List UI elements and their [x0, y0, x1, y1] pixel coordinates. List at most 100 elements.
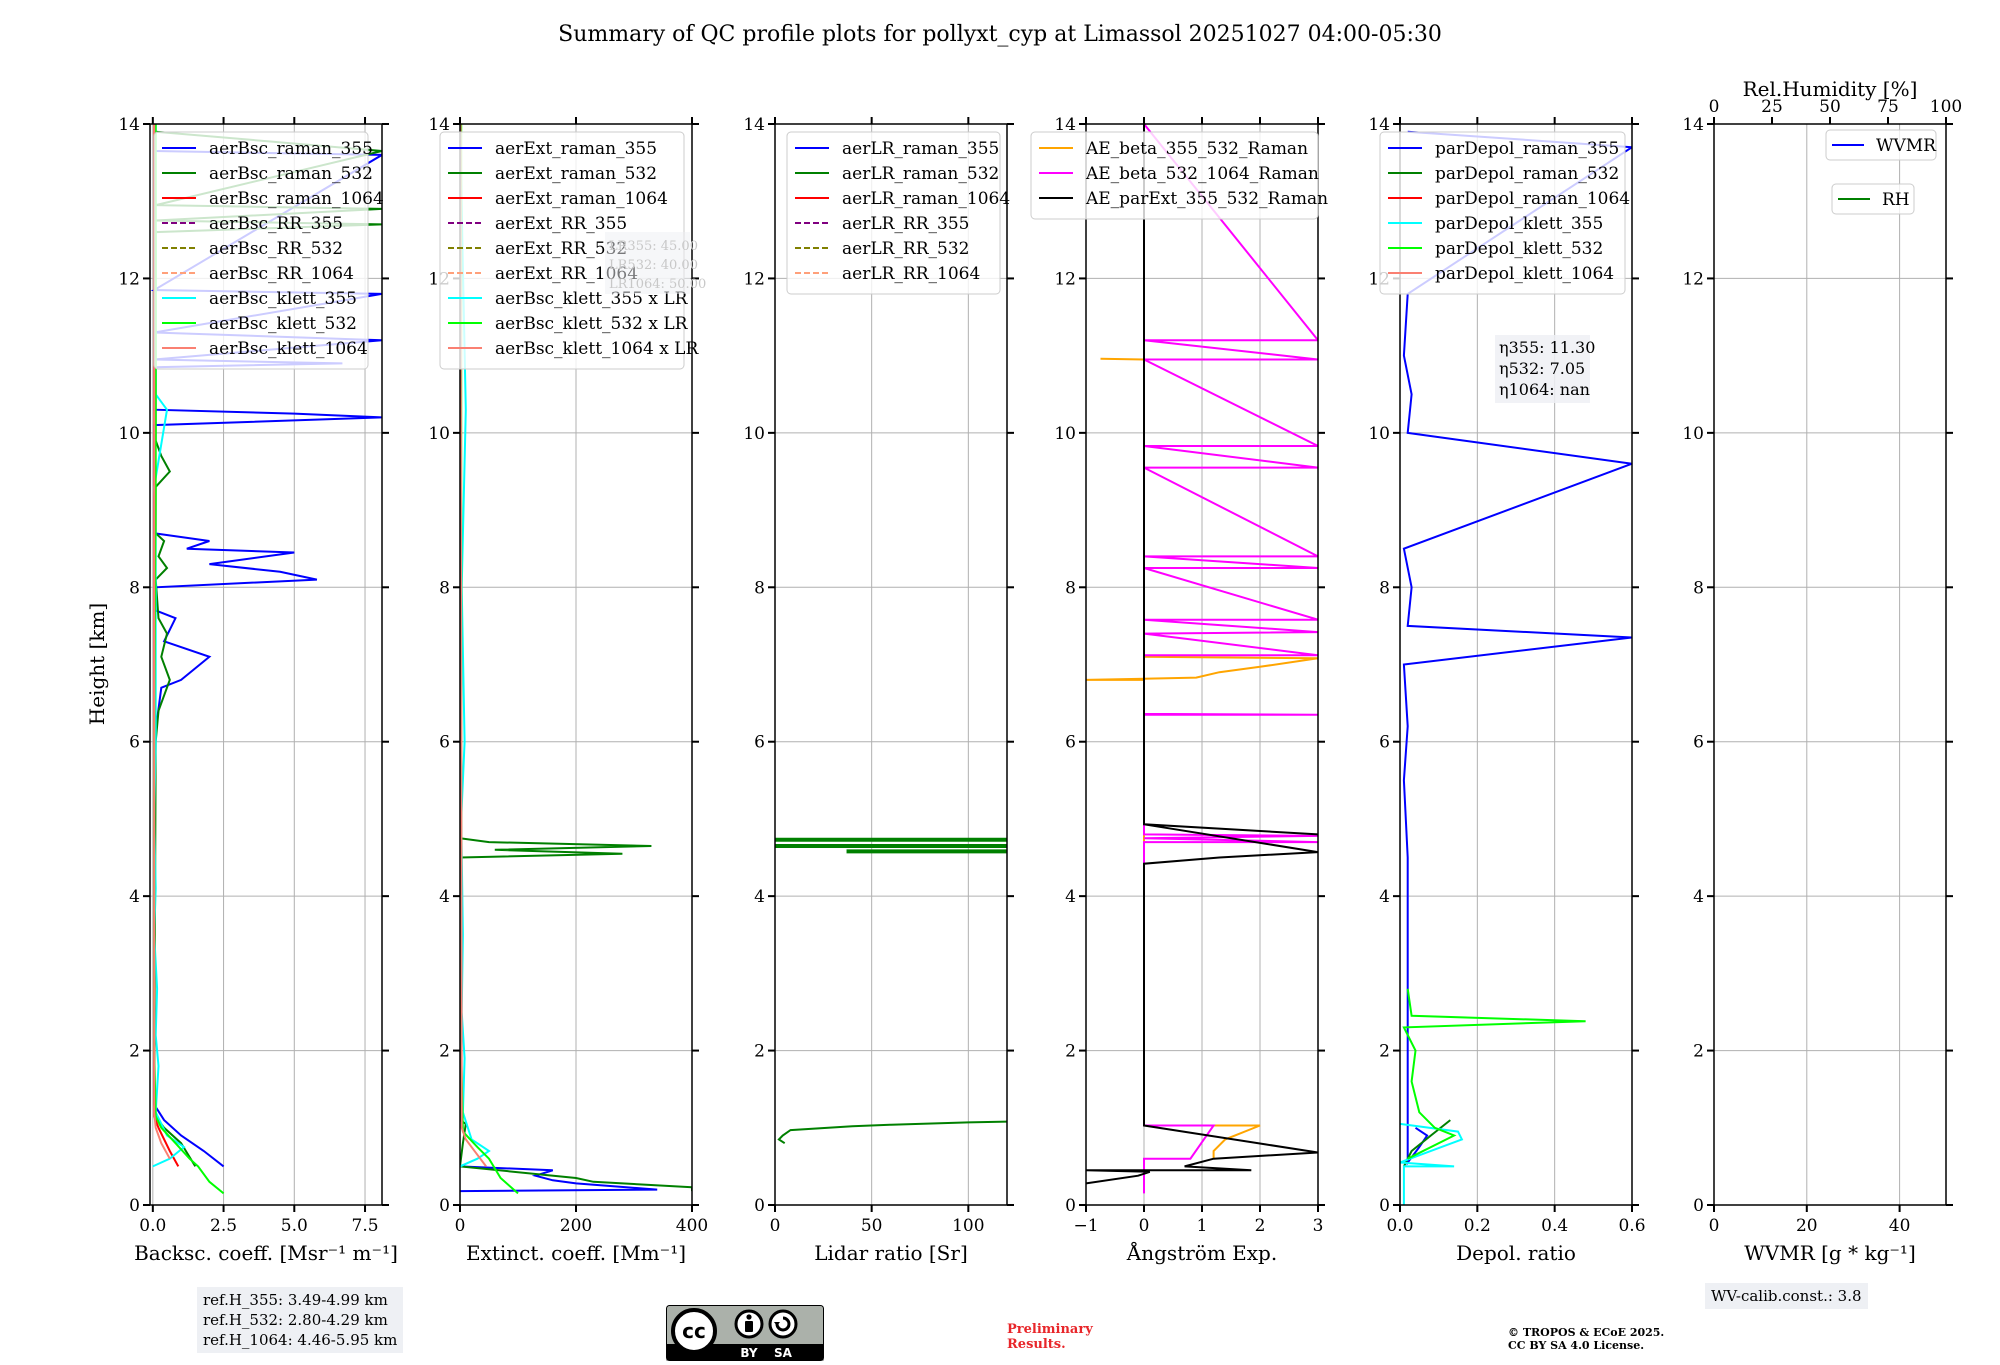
legend-label: aerLR_RR_355 — [842, 214, 969, 234]
cc-license-logo: cc BY SA — [666, 1305, 824, 1365]
panel-backscatter: 0 2 4 6 8 10 12 14 0.0 2.5 5.0 7.5 Backsc. coeff. [M… — [118, 115, 398, 1265]
x-tick-label: 40 — [1889, 1216, 1911, 1236]
y-tick-label: 2 — [1065, 1042, 1076, 1062]
legend-box — [153, 131, 369, 370]
y-tick-label: 10 — [1682, 424, 1704, 444]
y-tick-label: 8 — [439, 578, 450, 598]
y-tick-label: 2 — [439, 1042, 450, 1062]
x-tick-label: 0 — [770, 1216, 781, 1236]
y-tick-label: 6 — [439, 733, 450, 753]
x2-tick-label: 25 — [1761, 97, 1783, 117]
annotation-line: LR1064: 50.00 — [609, 277, 706, 292]
series-line-parDepol_klett_355 — [1400, 1122, 1464, 1205]
series-line-aerLR_raman_532 — [777, 1120, 1007, 1145]
legend: aerLR_raman_355 aerLR_raman_532 aerLR_rama… — [786, 131, 1010, 295]
legend: aerBsc_raman_355 aerBsc_raman_532 aerBsc_r… — [153, 131, 384, 370]
copyright-line-2: CC BY SA 4.0 License. — [1508, 1339, 1645, 1352]
y-tick-label: 8 — [1379, 578, 1390, 598]
cc-circle-icon — [671, 1308, 717, 1354]
y-tick-label: 14 — [1368, 115, 1390, 135]
x-axis-label: Backsc. coeff. [Msr⁻¹ m⁻¹] — [134, 1241, 398, 1265]
series-line-AE_beta_355_532_Raman — [1086, 357, 1318, 1159]
copyright-line-1: © TROPOS & ECoE 2025. — [1508, 1326, 1665, 1339]
reference-heights-box: ref.H_355: 3.49-4.99 km ref.H_532: 2.80-… — [197, 1287, 404, 1353]
y-tick-label: 12 — [743, 269, 765, 289]
y-axis-label: Height [km] — [85, 603, 109, 725]
x-axis-label: Depol. ratio — [1456, 1241, 1576, 1265]
y-tick-label: 0 — [439, 1196, 450, 1216]
legend-label: aerExt_raman_355 — [495, 139, 657, 159]
legend-label: aerLR_RR_1064 — [842, 264, 980, 284]
legend-label: aerExt_RR_532 — [495, 239, 627, 259]
series-line-aerExt_raman_532 — [460, 124, 692, 1192]
y-tick-label: 10 — [1368, 424, 1390, 444]
x-axis-label: WVMR [g * kg⁻¹] — [1744, 1241, 1916, 1265]
legend-box — [1831, 183, 1915, 215]
y-tick-label: 8 — [1065, 578, 1076, 598]
legend: aerExt_raman_355 aerExt_raman_532 aerExt_r… — [439, 131, 699, 370]
y-tick-label: 6 — [1693, 733, 1704, 753]
axes-frame — [774, 123, 1008, 1206]
prelim-line-2: Results. — [1007, 1337, 1066, 1352]
legend-label: aerLR_raman_1064 — [842, 189, 1010, 209]
panel-lidar_ratio: 0 2 4 6 8 10 12 14 0 50 100 Lidar ratio [Sr] aerLR_r… — [743, 115, 1014, 1265]
legend-label: aerExt_raman_532 — [495, 164, 657, 184]
x-tick-label: 2 — [1255, 1216, 1266, 1236]
y-tick-label: 0 — [754, 1196, 765, 1216]
x2-axis-label: Rel.Humidity [%] — [1743, 77, 1918, 101]
x-tick-label: 1 — [1197, 1216, 1208, 1236]
legend-label: aerBsc_klett_355 — [209, 289, 357, 309]
y-tick-label: 4 — [439, 887, 450, 907]
x-tick-label: 100 — [952, 1216, 984, 1236]
annotation-box: LR355: 45.00 LR532: 40.00 LR1064: 50.00 — [605, 232, 706, 294]
x-axis-label: Lidar ratio [Sr] — [814, 1241, 968, 1265]
x-tick-label: 0 — [1139, 1216, 1150, 1236]
legend-label: aerLR_raman_532 — [842, 164, 999, 184]
cc-label: cc — [682, 1319, 706, 1343]
x2-tick-label: 50 — [1819, 97, 1841, 117]
series-group — [775, 837, 1007, 1145]
legend-label: aerBsc_klett_532 — [209, 314, 357, 334]
y-tick-label: 14 — [743, 115, 765, 135]
legend-label: aerBsc_raman_355 — [209, 139, 373, 159]
legend-box — [1030, 131, 1319, 220]
copyright-note: © TROPOS & ECoE 2025. CC BY SA 4.0 Licen… — [1508, 1326, 1664, 1352]
x2-tick-label: 0 — [1709, 97, 1720, 117]
wv-calib-const: WV-calib.const.: 3.8 — [1711, 1287, 1862, 1305]
x-tick-label: 3 — [1313, 1216, 1324, 1236]
y-tick-label: 4 — [1379, 887, 1390, 907]
y-tick-label: 14 — [1682, 115, 1704, 135]
axes-frame — [1713, 123, 1947, 1206]
ref-height-1064: ref.H_1064: 4.46-5.95 km — [203, 1331, 398, 1349]
legend-label: aerLR_raman_355 — [842, 139, 999, 159]
legend-label: WVMR — [1876, 136, 1937, 156]
y-tick-label: 2 — [1379, 1042, 1390, 1062]
y-tick-label: 6 — [129, 733, 140, 753]
wv-calibration-box: WV-calib.const.: 3.8 — [1705, 1283, 1868, 1309]
y-tick-label: 2 — [129, 1042, 140, 1062]
annotation-line: LR355: 45.00 — [609, 239, 698, 254]
x-axis-label: Ångström Exp. — [1126, 1240, 1277, 1265]
figure-title: Summary of QC profile plots for pollyxt_… — [558, 22, 1442, 47]
legend-box — [786, 131, 1001, 295]
axes-frame — [1399, 123, 1633, 1206]
x-tick-label: 0.4 — [1541, 1216, 1568, 1236]
legend-label: parDepol_raman_532 — [1435, 164, 1619, 184]
x-tick-label: 0.6 — [1618, 1216, 1645, 1236]
legend-label: AE_beta_355_532_Raman — [1085, 139, 1308, 159]
legend-label: AE_parExt_355_532_Raman — [1085, 189, 1328, 209]
x2-tick-label: 75 — [1877, 97, 1899, 117]
legend-box — [1379, 131, 1626, 295]
x-axis-label: Extinct. coeff. [Mm⁻¹] — [466, 1241, 686, 1265]
y-tick-label: 0 — [1065, 1196, 1076, 1216]
x-tick-label: 400 — [676, 1216, 708, 1236]
sa-label: SA — [774, 1346, 793, 1360]
y-tick-label: 12 — [1682, 269, 1704, 289]
legend-label: aerExt_RR_355 — [495, 214, 627, 234]
y-tick-label: 10 — [118, 424, 140, 444]
x-tick-label: 0.0 — [1386, 1216, 1413, 1236]
series-group — [1086, 124, 1318, 1194]
y-tick-label: 8 — [129, 578, 140, 598]
